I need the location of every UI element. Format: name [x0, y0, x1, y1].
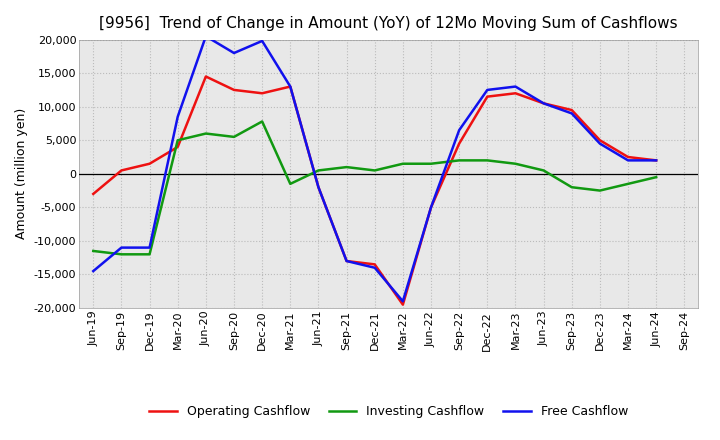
Free Cashflow: [117, 245, 126, 250]
Investing Cashflow: [567, 185, 576, 190]
Investing Cashflow: [399, 161, 408, 166]
Operating Cashflow: [652, 158, 660, 163]
Operating Cashflow: [595, 138, 604, 143]
Operating Cashflow: [455, 141, 464, 146]
Investing Cashflow: [342, 165, 351, 170]
Investing Cashflow: [370, 168, 379, 173]
Operating Cashflow: [202, 74, 210, 79]
Operating Cashflow: [624, 154, 632, 160]
Operating Cashflow: [286, 84, 294, 89]
Operating Cashflow: [342, 258, 351, 264]
Free Cashflow: [511, 84, 520, 89]
Free Cashflow: [567, 111, 576, 116]
Free Cashflow: [539, 101, 548, 106]
Free Cashflow: [174, 114, 182, 119]
Investing Cashflow: [483, 158, 492, 163]
Investing Cashflow: [652, 175, 660, 180]
Operating Cashflow: [511, 91, 520, 96]
Free Cashflow: [89, 268, 98, 274]
Investing Cashflow: [539, 168, 548, 173]
Investing Cashflow: [202, 131, 210, 136]
Operating Cashflow: [145, 161, 154, 166]
Investing Cashflow: [595, 188, 604, 193]
Operating Cashflow: [370, 262, 379, 267]
Operating Cashflow: [314, 185, 323, 190]
Investing Cashflow: [89, 248, 98, 253]
Investing Cashflow: [145, 252, 154, 257]
Free Cashflow: [427, 205, 436, 210]
Free Cashflow: [286, 84, 294, 89]
Investing Cashflow: [258, 119, 266, 124]
Free Cashflow: [624, 158, 632, 163]
Free Cashflow: [399, 299, 408, 304]
Investing Cashflow: [455, 158, 464, 163]
Free Cashflow: [483, 87, 492, 92]
Y-axis label: Amount (million yen): Amount (million yen): [15, 108, 28, 239]
Free Cashflow: [595, 141, 604, 146]
Line: Operating Cashflow: Operating Cashflow: [94, 77, 656, 304]
Free Cashflow: [230, 50, 238, 55]
Free Cashflow: [342, 258, 351, 264]
Investing Cashflow: [314, 168, 323, 173]
Line: Investing Cashflow: Investing Cashflow: [94, 121, 656, 254]
Line: Free Cashflow: Free Cashflow: [94, 36, 656, 301]
Free Cashflow: [370, 265, 379, 270]
Operating Cashflow: [230, 87, 238, 92]
Free Cashflow: [652, 158, 660, 163]
Operating Cashflow: [258, 91, 266, 96]
Investing Cashflow: [624, 181, 632, 187]
Operating Cashflow: [567, 107, 576, 113]
Investing Cashflow: [230, 134, 238, 139]
Operating Cashflow: [89, 191, 98, 197]
Operating Cashflow: [483, 94, 492, 99]
Operating Cashflow: [399, 302, 408, 307]
Operating Cashflow: [539, 101, 548, 106]
Investing Cashflow: [286, 181, 294, 187]
Free Cashflow: [202, 33, 210, 39]
Legend: Operating Cashflow, Investing Cashflow, Free Cashflow: Operating Cashflow, Investing Cashflow, …: [145, 400, 633, 423]
Free Cashflow: [314, 185, 323, 190]
Free Cashflow: [258, 38, 266, 44]
Free Cashflow: [455, 128, 464, 133]
Operating Cashflow: [174, 144, 182, 150]
Title: [9956]  Trend of Change in Amount (YoY) of 12Mo Moving Sum of Cashflows: [9956] Trend of Change in Amount (YoY) o…: [99, 16, 678, 32]
Investing Cashflow: [174, 138, 182, 143]
Operating Cashflow: [117, 168, 126, 173]
Investing Cashflow: [511, 161, 520, 166]
Operating Cashflow: [427, 205, 436, 210]
Free Cashflow: [145, 245, 154, 250]
Investing Cashflow: [117, 252, 126, 257]
Investing Cashflow: [427, 161, 436, 166]
